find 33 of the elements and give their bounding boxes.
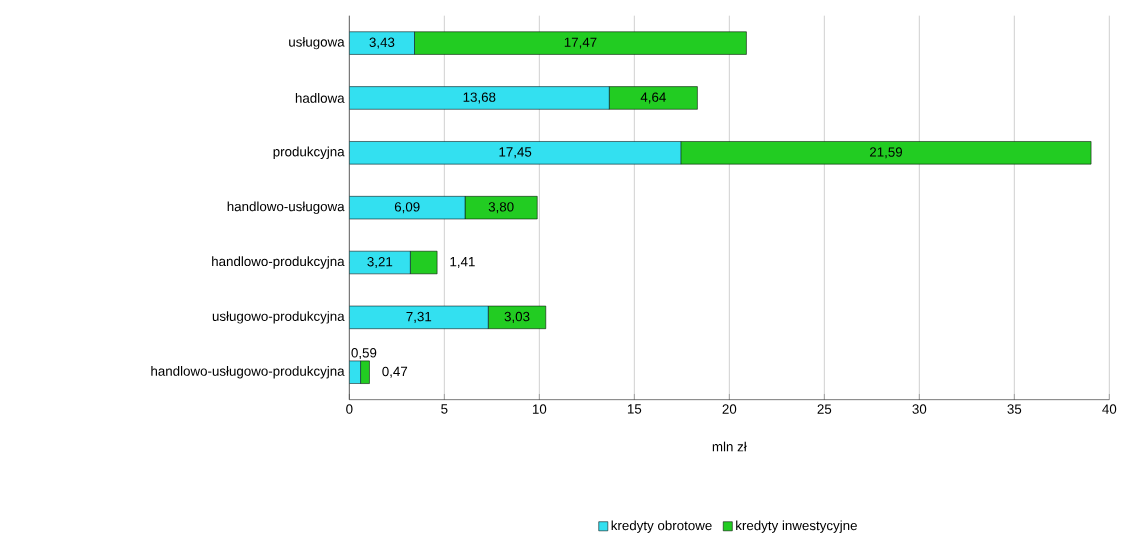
data-label: 13,68 (463, 92, 496, 104)
data-label: 6,09 (394, 202, 420, 214)
x-axis-title: mln zł (712, 441, 747, 452)
x-tick-label: 15 (627, 404, 642, 414)
data-label: 0,47 (382, 366, 408, 378)
data-label: 21,59 (869, 147, 903, 159)
data-label: 3,80 (488, 202, 514, 214)
y-tick-label: usługowa (289, 36, 345, 50)
x-tick-label: 10 (532, 404, 547, 414)
x-tick-label: 25 (817, 404, 832, 414)
data-label: 3,43 (369, 37, 395, 49)
y-tick-label: hadlowa (295, 93, 345, 103)
data-label: 17,47 (564, 37, 597, 49)
x-tick-label: 40 (1102, 404, 1117, 414)
y-tick-label: usługowo-produkcyjna (212, 311, 345, 324)
data-label: 3,03 (504, 311, 530, 323)
y-tick-label: handlowo-usługowa (227, 201, 345, 214)
data-label: 17,45 (499, 147, 532, 159)
x-tick-label: 30 (912, 404, 927, 414)
data-label: 1,41 (450, 257, 475, 268)
y-tick-label: produkcyjna (273, 146, 345, 160)
y-tick-label: handlowo-usługowo-produkcyjna (151, 366, 345, 379)
data-label: 0,59 (351, 348, 377, 360)
x-tick-label: 35 (1007, 404, 1022, 414)
x-tick-label: 5 (441, 404, 448, 414)
data-label: 4,64 (640, 92, 666, 104)
x-tick-label: 20 (722, 404, 737, 414)
y-tick-label: handlowo-produkcyjna (212, 256, 345, 269)
legend-label: kredyty inwestycyjne (736, 520, 857, 533)
data-label: 3,21 (367, 257, 393, 269)
x-tick-label: 0 (346, 404, 353, 414)
legend-label: kredyty obrotowe (611, 520, 712, 533)
data-label: 7,31 (406, 311, 432, 323)
